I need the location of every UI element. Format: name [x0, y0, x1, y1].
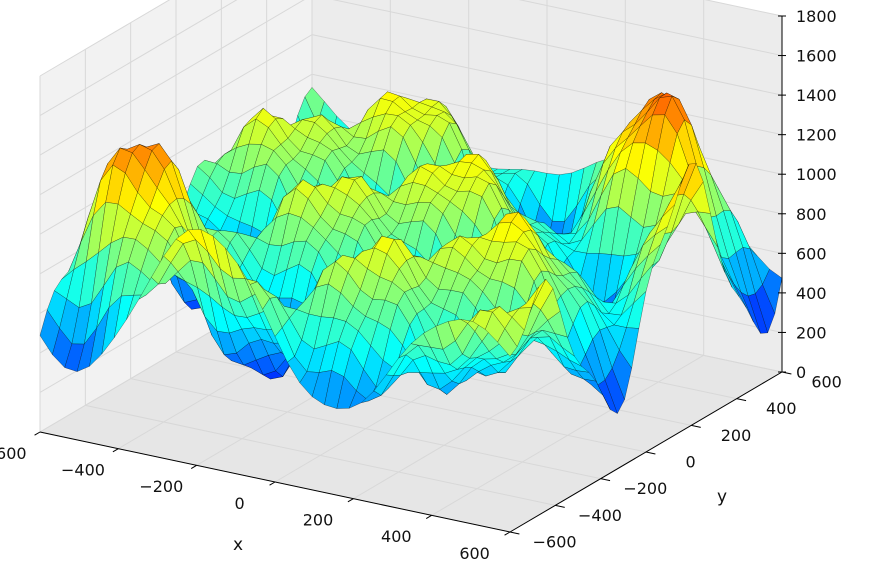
y-tick-label: −400 [578, 506, 622, 525]
z-tick-label: 200 [796, 323, 827, 342]
z-tick-label: 400 [796, 284, 827, 303]
gridline-floor-y [130, 378, 601, 480]
gridline-back-z [311, 34, 783, 136]
y-tick-label: 600 [811, 373, 842, 392]
x-tick-mark [347, 498, 354, 503]
y-tick-mark [555, 504, 565, 508]
x-tick-label: −200 [139, 477, 183, 496]
z-tick-label: 1600 [796, 47, 837, 66]
y-tick-mark [509, 531, 520, 535]
gridline-left-z [39, 73, 313, 235]
y-tick-label: −200 [623, 479, 667, 498]
surface-patch [497, 328, 518, 357]
z-tick-label: 800 [796, 205, 827, 224]
y-tick-label: −600 [533, 533, 577, 552]
x-tick-label: 400 [381, 527, 412, 546]
axis-ticks: −600−400−2000200400600−600−400−200020040… [0, 7, 842, 563]
x-tick-label: 0 [235, 494, 245, 513]
y-tick-mark [736, 398, 747, 402]
y-tick-label: 400 [766, 399, 797, 418]
gridline-back-z [518, 0, 783, 57]
y-tick-mark [645, 451, 656, 455]
z-tick-label: 1200 [796, 126, 837, 145]
x-tick-mark [504, 531, 511, 536]
x-tick-label: 200 [303, 511, 334, 530]
x-tick-mark [190, 464, 197, 469]
x-tick-mark [269, 481, 276, 486]
gridline-left-z [39, 0, 171, 77]
gridline-left-z [39, 0, 238, 116]
z-tick-label: 1000 [796, 165, 837, 184]
y-tick-label: 200 [721, 426, 752, 445]
gridline-floor-y [85, 404, 556, 506]
x-tick-label: −400 [61, 461, 105, 480]
z-tick-label: 1400 [796, 86, 837, 105]
gridline-left-z [39, 0, 305, 156]
x-tick-label: −600 [0, 444, 27, 463]
x-axis-label: x [233, 535, 243, 555]
surface-mesh [39, 87, 783, 414]
x-tick-mark [425, 514, 432, 519]
y-axis-label: y [717, 487, 727, 507]
x-tick-mark [34, 431, 41, 436]
y-tick-mark [691, 424, 701, 428]
z-tick-label: 600 [796, 244, 827, 263]
y-tick-mark [600, 478, 611, 482]
gridline-back-z [332, 0, 783, 96]
z-tick-label: 0 [796, 363, 806, 382]
x-tick-label: 600 [459, 544, 490, 563]
x-tick-mark [112, 448, 119, 453]
z-tick-label: 1800 [796, 7, 837, 26]
y-tick-label: 0 [686, 453, 696, 472]
gridline-left-z [39, 34, 313, 196]
